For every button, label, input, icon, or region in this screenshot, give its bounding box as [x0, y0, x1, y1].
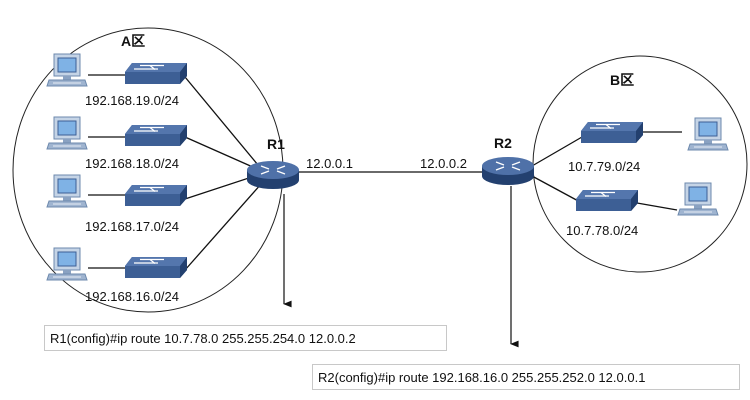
switch-router-link	[184, 76, 259, 166]
computer-icon	[46, 174, 88, 208]
subnet-label: 192.168.18.0/24	[85, 156, 179, 171]
subnet-label: 192.168.19.0/24	[85, 93, 179, 108]
computer-icon	[46, 247, 88, 281]
switch-router-link	[184, 175, 256, 200]
subnet-label: 192.168.17.0/24	[85, 219, 179, 234]
r1-interface-ip: 12.0.0.1	[306, 156, 353, 171]
switch-router-link	[184, 136, 256, 169]
switch-icon	[580, 121, 644, 144]
computer-icon	[46, 53, 88, 87]
computer-icon	[687, 117, 729, 151]
subnet-label: 10.7.79.0/24	[568, 159, 641, 174]
subnet-label: 192.168.16.0/24	[85, 289, 179, 304]
switch-icon	[124, 256, 188, 279]
router-r1-label: R1	[267, 136, 285, 152]
switch-router-link	[531, 136, 583, 167]
zone-b-label: B区	[610, 72, 635, 88]
switch-icon	[124, 124, 188, 147]
router-r2-label: R2	[494, 135, 512, 151]
switch-icon	[575, 189, 639, 212]
switch-router-link	[531, 175, 583, 204]
router-r2-icon	[481, 156, 535, 186]
subnet-label: 10.7.78.0/24	[566, 223, 639, 238]
r1-route-command: R1(config)#ip route 10.7.78.0 255.255.25…	[44, 325, 447, 351]
r2-route-command: R2(config)#ip route 192.168.16.0 255.255…	[312, 364, 740, 390]
computer-icon	[677, 182, 719, 216]
r2-interface-ip: 12.0.0.2	[420, 156, 467, 171]
computer-icon	[46, 116, 88, 150]
switch-icon	[124, 62, 188, 85]
router-r1-icon	[246, 160, 300, 190]
switch-icon	[124, 184, 188, 207]
zone-a-label: A区	[121, 33, 146, 49]
switch-router-link	[184, 182, 263, 271]
pc-switch-link	[636, 202, 678, 211]
